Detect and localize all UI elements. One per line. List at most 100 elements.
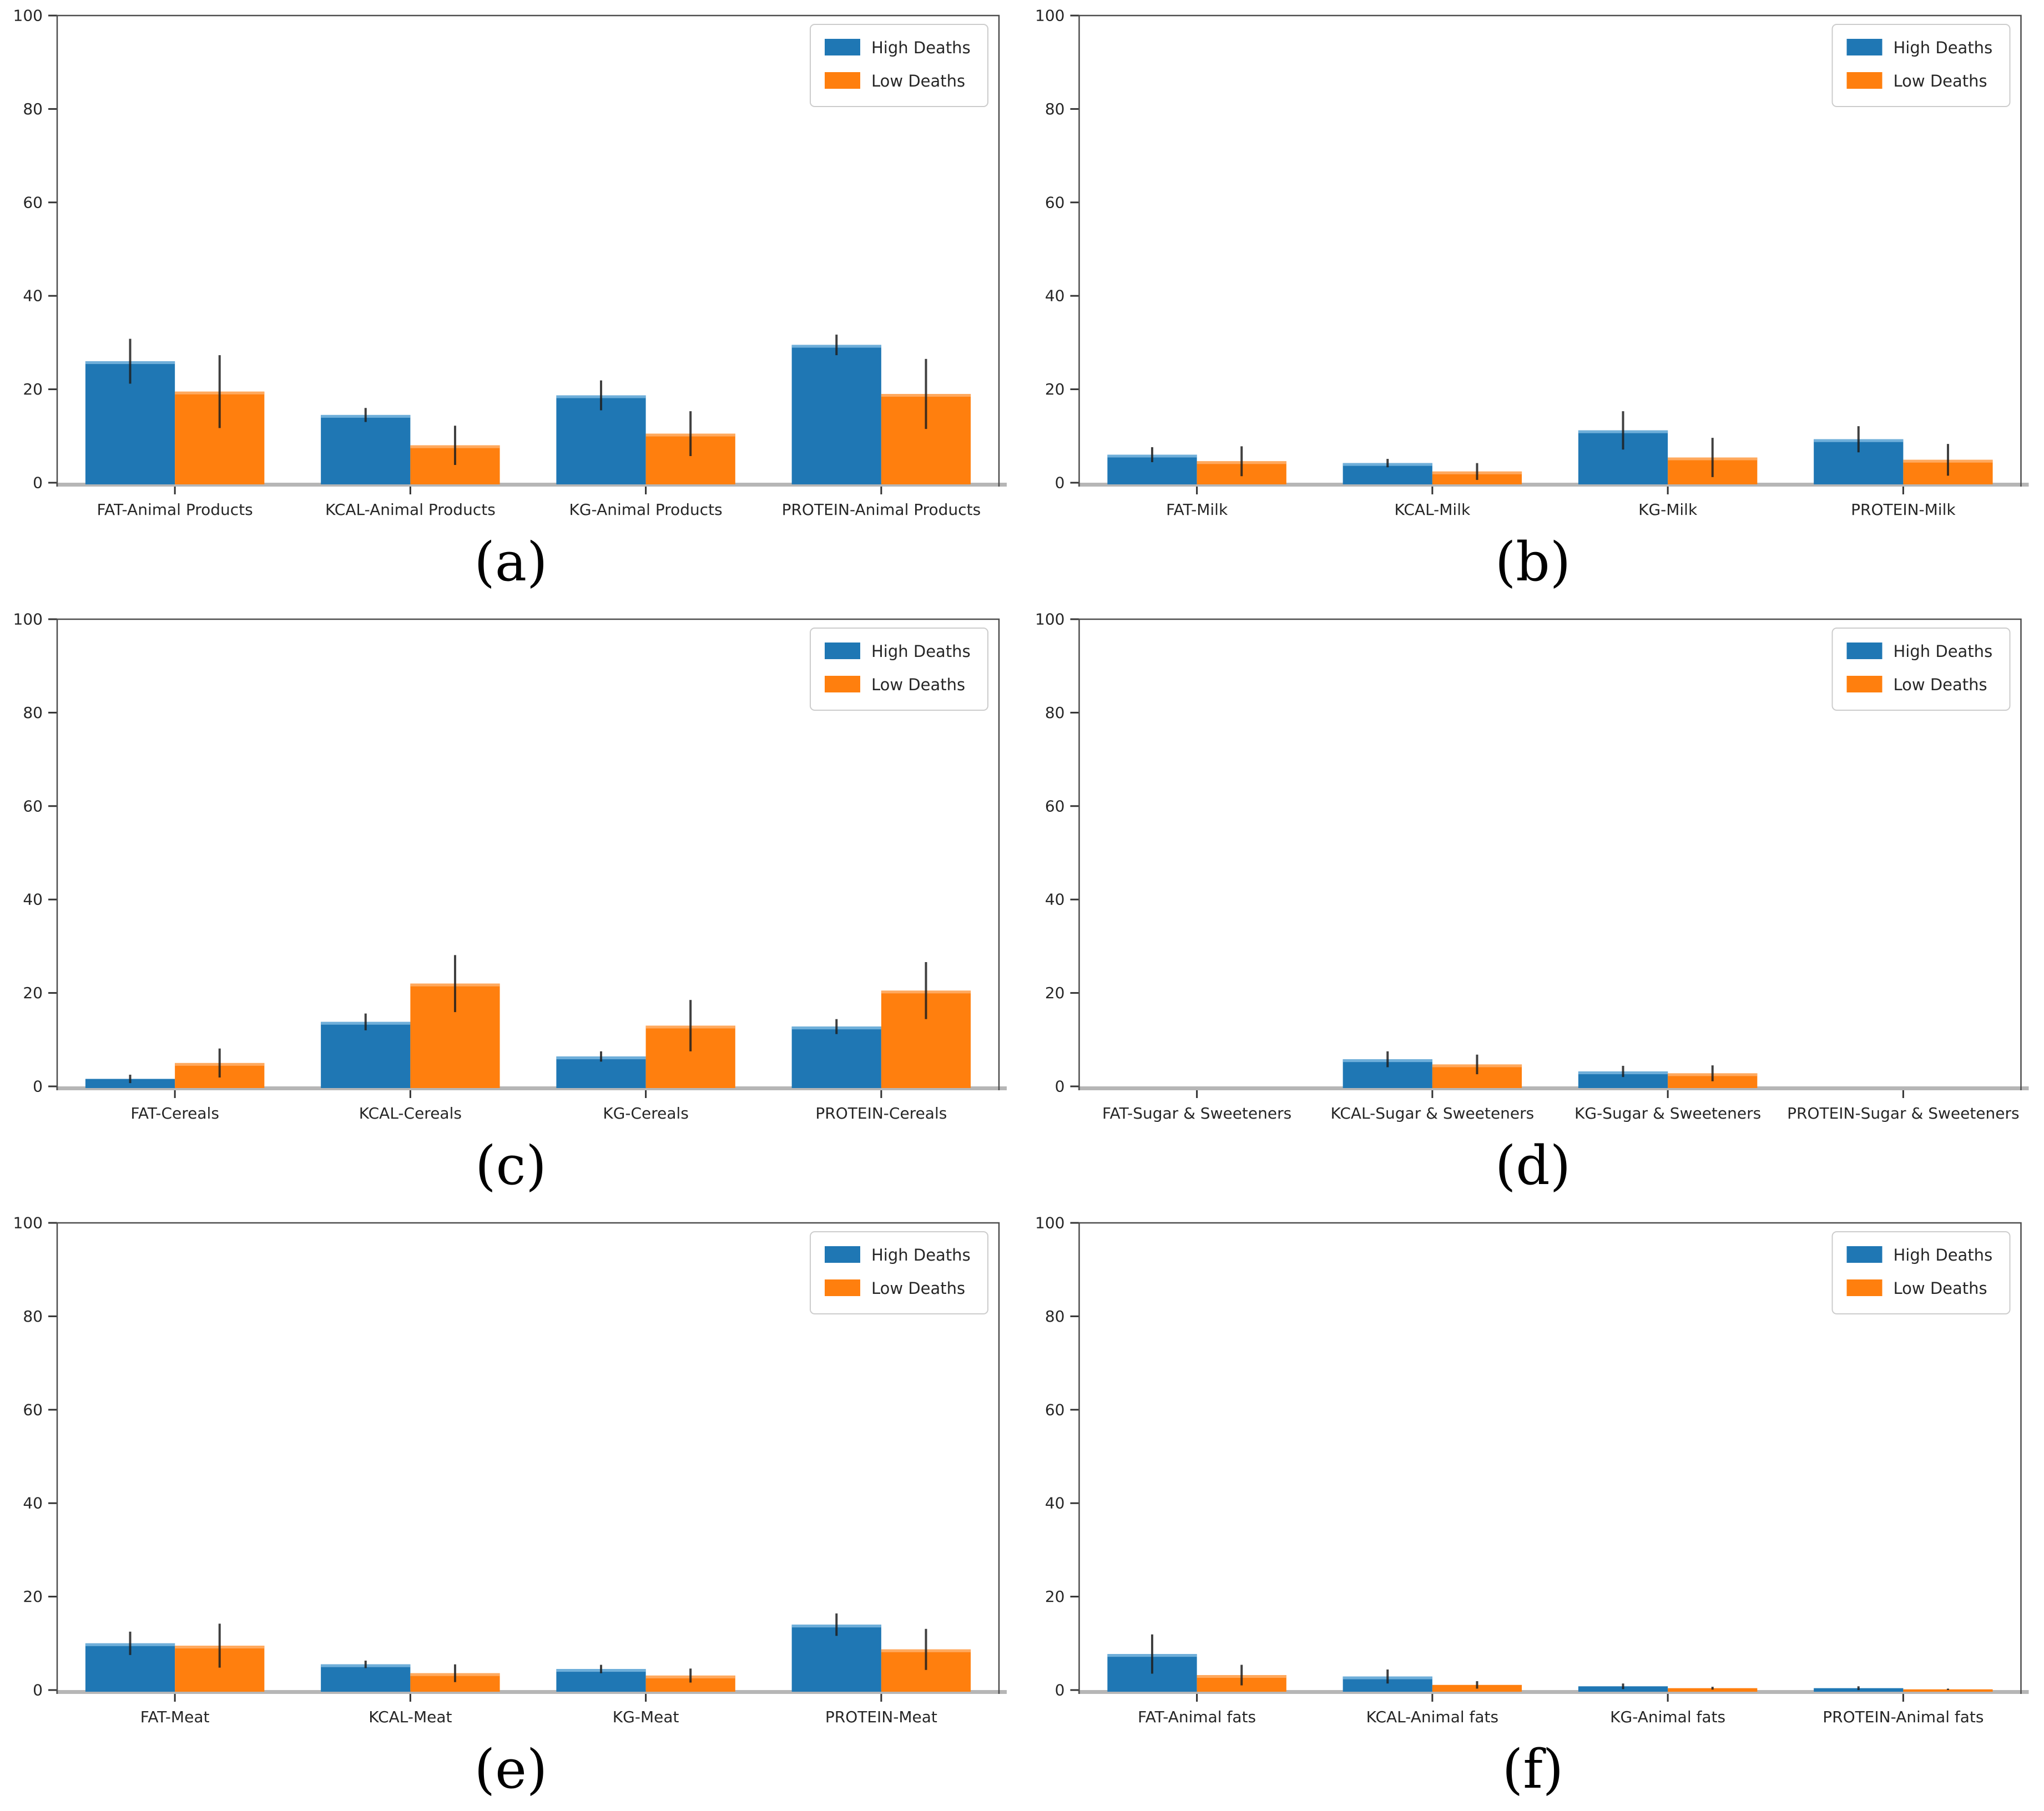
axis-spines [56, 14, 1000, 487]
bar-high-deaths [321, 1021, 411, 1088]
bar-chart: 0 20 40 60 80 100 FAT-Sugar & Sweeteners KCAL-S… [1035, 610, 2029, 1122]
y-tick-label: 0 [1055, 474, 1065, 492]
legend-label: Low Deaths [871, 1279, 965, 1298]
x-tick-label: FAT-Animal Products [97, 500, 253, 519]
panel-f: 0 20 40 60 80 100 FAT-Animal fats KCAL-Animal f… [1022, 1207, 2044, 1811]
caption-e: (e) [474, 1738, 548, 1800]
legend-swatch-low-deaths [1846, 676, 1883, 692]
legend-swatch-high-deaths [825, 643, 860, 659]
axis-spines [1078, 618, 2022, 1090]
x-tick-label: KCAL-Animal Products [325, 500, 496, 519]
x-tick-label: FAT-Meat [140, 1708, 210, 1726]
y-tick-label: 100 [13, 1214, 43, 1232]
x-tick-label: KG-Cereals [603, 1104, 689, 1122]
chart-animal-fats: 0 20 40 60 80 100 FAT-Animal fats KCAL-Animal f… [1022, 1207, 2044, 1733]
legend-swatch-high-deaths [825, 1246, 860, 1263]
y-tick-label: 80 [23, 100, 43, 118]
bar-high-deaths [556, 1056, 646, 1088]
x-tick-label: KCAL-Milk [1395, 500, 1471, 519]
bar-low-deaths [1668, 1688, 1758, 1692]
legend-swatch-high-deaths [1846, 39, 1883, 55]
caption-a: (a) [474, 531, 548, 593]
y-tick-label: 100 [13, 7, 43, 25]
y-tick-label: 60 [23, 797, 43, 815]
x-tick-label: KG-Sugar & Sweeteners [1574, 1104, 1761, 1122]
y-tick-label: 60 [1045, 797, 1065, 815]
y-tick-label: 20 [23, 380, 43, 398]
axis-spines [56, 1222, 1000, 1694]
x-tick-label: KG-Animal Products [569, 500, 723, 519]
legend: High Deaths Low Deaths [1831, 1231, 2011, 1314]
caption-d: (d) [1495, 1135, 1571, 1197]
legend-swatch-high-deaths [1846, 643, 1883, 659]
chart-animal-products: 0 20 40 60 80 100 FAT-Animal Products KCAL-Anim… [0, 0, 1022, 526]
bar-low-deaths [1903, 1689, 1993, 1692]
legend: High Deaths Low Deaths [810, 24, 988, 107]
x-tick-label: KG-Meat [613, 1708, 679, 1726]
y-tick-label: 100 [1035, 610, 1064, 629]
legend-box [810, 628, 988, 711]
x-axis-line [1078, 483, 2029, 487]
y-tick-label: 40 [1045, 891, 1065, 909]
legend-label: Low Deaths [1894, 675, 1987, 694]
y-tick-label: 20 [23, 984, 43, 1002]
legend-label: High Deaths [1894, 642, 1993, 661]
x-tick-label: KCAL-Cereals [359, 1104, 462, 1122]
y-tick-label: 0 [33, 474, 43, 492]
x-tick-label: PROTEIN-Animal Products [782, 500, 981, 519]
y-tick-label: 0 [33, 1681, 43, 1699]
y-tick-label: 20 [1045, 984, 1065, 1002]
y-tick-label: 80 [1045, 100, 1065, 118]
y-tick-label: 100 [1035, 7, 1064, 25]
x-tick-label: PROTEIN-Sugar & Sweeteners [1787, 1104, 2019, 1122]
legend-label: High Deaths [871, 38, 971, 57]
axis-spines [1078, 14, 2022, 487]
bar-high-deaths [85, 1079, 175, 1088]
y-tick-label: 60 [23, 1400, 43, 1419]
x-tick-label: FAT-Cereals [130, 1104, 219, 1122]
bar-high-deaths [791, 345, 881, 484]
x-tick-label: PROTEIN-Meat [825, 1708, 937, 1726]
x-axis-line [1078, 1086, 2029, 1090]
y-tick-label: 0 [33, 1078, 43, 1096]
x-tick-label: FAT-Animal fats [1138, 1708, 1256, 1726]
legend-label: Low Deaths [871, 72, 965, 90]
legend-box [1831, 24, 2011, 107]
y-tick-label: 0 [1055, 1681, 1065, 1699]
bar-chart: 0 20 40 60 80 100 FAT-Animal Products KCAL-Anim… [13, 7, 1007, 519]
y-tick-label: 40 [1045, 287, 1065, 305]
y-tick-label: 100 [13, 610, 43, 629]
legend-label: Low Deaths [1894, 1279, 1987, 1298]
legend-swatch-low-deaths [825, 72, 860, 89]
legend-swatch-low-deaths [825, 1279, 860, 1296]
legend-label: Low Deaths [871, 675, 965, 694]
x-tick-label: KG-Milk [1638, 500, 1698, 519]
bar-chart: 0 20 40 60 80 100 FAT-Cereals KCAL-Cereals KG-Ce… [13, 610, 1007, 1122]
y-tick-label: 100 [1035, 1214, 1064, 1232]
y-tick-label: 20 [1045, 380, 1065, 398]
x-tick-label: KCAL-Animal fats [1366, 1708, 1499, 1726]
bar-chart: 0 20 40 60 80 100 FAT-Meat KCAL-Meat KG-Meat PROT… [13, 1214, 1007, 1726]
y-tick-label: 40 [23, 287, 43, 305]
legend: High Deaths Low Deaths [1831, 24, 2011, 107]
axis-spines [56, 618, 1000, 1090]
x-tick-label: FAT-Sugar & Sweeteners [1102, 1104, 1291, 1122]
bar-high-deaths [321, 414, 411, 484]
x-axis-line [1078, 1690, 2029, 1694]
caption-c: (c) [475, 1135, 547, 1197]
y-tick-label: 40 [23, 891, 43, 909]
legend-swatch-high-deaths [825, 39, 860, 55]
panel-e: 0 20 40 60 80 100 FAT-Meat KCAL-Meat KG-Meat PROT… [0, 1207, 1022, 1811]
legend-box [810, 1231, 988, 1314]
legend-box [810, 24, 988, 107]
bar-high-deaths [791, 1026, 881, 1088]
caption-f: (f) [1502, 1738, 1564, 1800]
caption-b: (b) [1495, 531, 1571, 593]
y-tick-label: 40 [23, 1494, 43, 1512]
panel-d: 0 20 40 60 80 100 FAT-Sugar & Sweeteners KCAL-S… [1022, 604, 2044, 1207]
legend: High Deaths Low Deaths [810, 628, 988, 711]
panel-b: 0 20 40 60 80 100 FAT-Milk KCAL-Milk KG-Milk PROT… [1022, 0, 2044, 604]
y-tick-label: 40 [1045, 1494, 1065, 1512]
x-axis-line [56, 483, 1007, 487]
